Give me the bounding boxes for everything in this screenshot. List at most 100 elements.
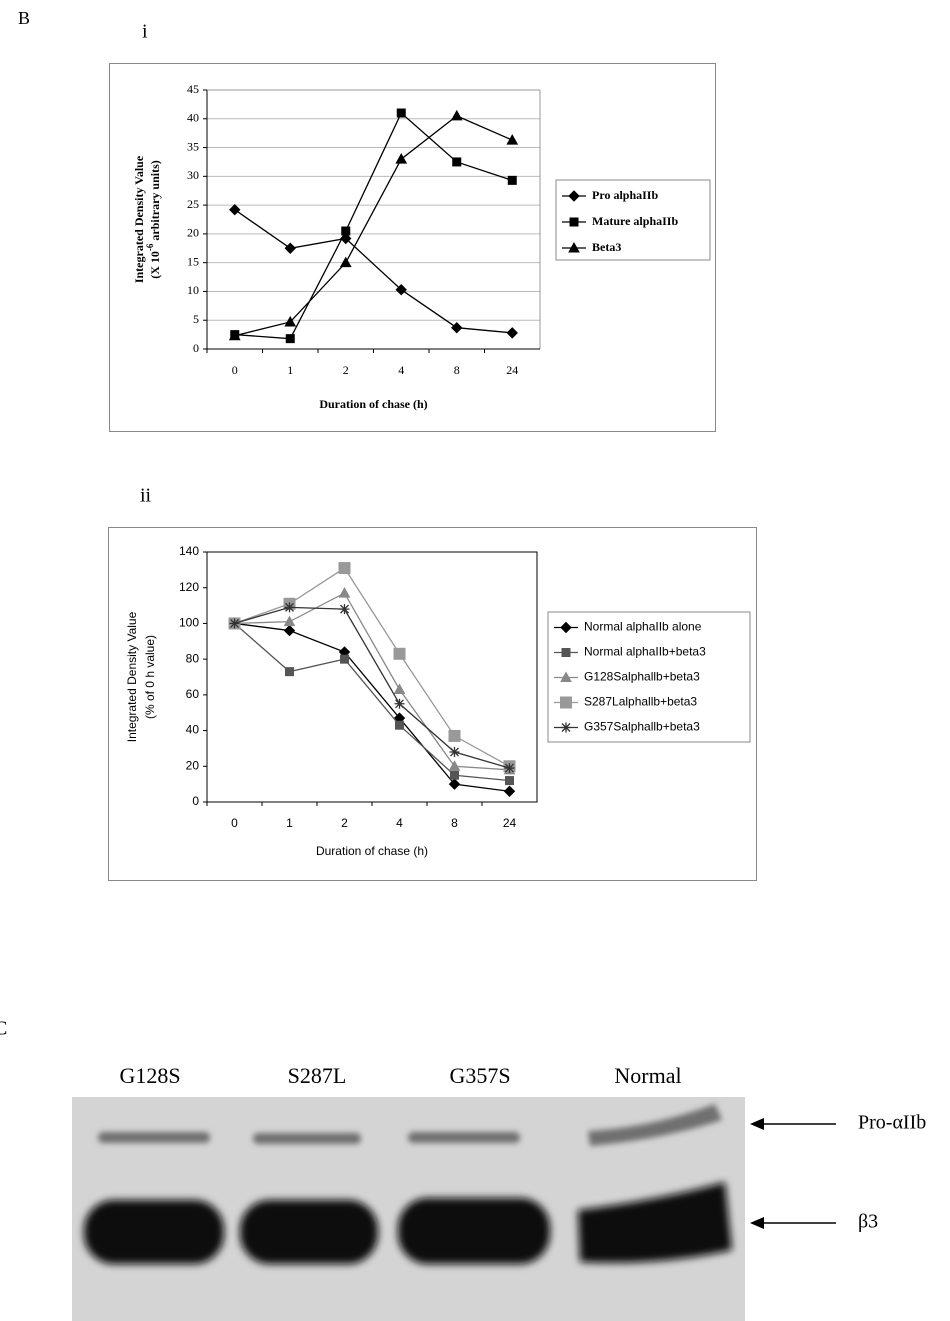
marker [506, 777, 514, 785]
series-line [235, 210, 513, 333]
lane-label: G357S [449, 1063, 510, 1088]
marker [342, 227, 350, 235]
y-axis-label-part: arbitrary units) [148, 160, 162, 243]
marker [285, 626, 295, 636]
marker [508, 176, 516, 184]
y-tick-label: 5 [193, 312, 199, 326]
y-axis-label-part: (% of 0 h value) [143, 635, 157, 719]
legend-marker [561, 697, 572, 708]
marker [395, 685, 405, 694]
legend-label: Normal alphaIIb+beta3 [584, 645, 706, 659]
y-tick-label: 45 [187, 82, 199, 96]
legend-marker [570, 218, 578, 226]
panel-label: C [0, 1018, 7, 1040]
y-tick-label: 0 [192, 794, 199, 808]
y-tick-label: 20 [187, 226, 199, 240]
legend-label: G357Salphallb+beta3 [584, 720, 700, 734]
x-tick-label: 1 [286, 816, 293, 830]
arrow-head [750, 1118, 764, 1130]
legend-label: Normal alphaIIb alone [584, 620, 702, 634]
marker [395, 699, 405, 709]
figure: B i ii C 0510152025303540450124824Durati… [0, 0, 950, 1321]
x-tick-label: 24 [506, 363, 518, 377]
marker [230, 205, 240, 215]
marker [394, 648, 405, 659]
marker [286, 668, 294, 676]
marker [449, 730, 460, 741]
lane-label: S287L [288, 1063, 347, 1088]
x-axis-label: Duration of chase (h) [319, 397, 427, 411]
marker [507, 135, 517, 144]
y-tick-label: 40 [187, 111, 199, 125]
lane-label: G128S [119, 1063, 180, 1088]
x-tick-label: 0 [232, 363, 238, 377]
y-tick-label: 30 [187, 168, 199, 182]
x-tick-label: 8 [454, 363, 460, 377]
marker [396, 721, 404, 729]
marker [340, 604, 350, 614]
legend-marker [562, 649, 570, 657]
marker [452, 323, 462, 333]
band-label: β3 [858, 1211, 878, 1233]
marker [505, 763, 515, 773]
y-tick-label: 80 [186, 651, 200, 665]
marker [450, 761, 460, 770]
y-axis-label: Integrated Density Value [125, 611, 139, 742]
marker [507, 328, 517, 338]
y-tick-label: 15 [187, 254, 199, 268]
y-tick-label: 60 [186, 687, 200, 701]
legend-label: Pro alphaIIb [592, 188, 658, 202]
y-axis-label: (% of 0 h value) [143, 635, 157, 719]
y-tick-label: 0 [193, 341, 199, 355]
lane-label: Normal [614, 1063, 681, 1088]
marker [340, 588, 350, 597]
y-tick-label: 120 [179, 580, 199, 594]
x-tick-label: 2 [341, 816, 348, 830]
legend-marker [569, 191, 579, 201]
marker [451, 771, 459, 779]
x-tick-label: 0 [231, 816, 238, 830]
plot-frame [207, 552, 537, 802]
marker [285, 602, 295, 612]
y-axis-label-part: (X 10 [148, 251, 162, 279]
arrow-head [750, 1217, 764, 1229]
panel-label: B [18, 8, 30, 28]
y-tick-label: 25 [187, 197, 199, 211]
x-tick-label: 24 [503, 816, 517, 830]
x-tick-label: 4 [396, 816, 403, 830]
panel-label: i [142, 21, 148, 43]
marker [341, 655, 349, 663]
marker [286, 335, 294, 343]
marker [450, 747, 460, 757]
legend-marker [561, 723, 571, 733]
x-tick-label: 8 [451, 816, 458, 830]
series-line [235, 623, 510, 791]
gel-image: G128S S287L G357S Normal Pro-αIIb β3 [72, 1063, 926, 1321]
series-line [235, 568, 510, 766]
marker [453, 158, 461, 166]
x-tick-label: 1 [287, 363, 293, 377]
panel-label: ii [140, 485, 152, 507]
series-line [235, 623, 510, 780]
marker [230, 618, 240, 628]
y-tick-label: 20 [186, 758, 200, 772]
legend-label: Mature alphaIIb [592, 214, 678, 228]
y-tick-label: 10 [187, 283, 199, 297]
series-line [235, 116, 513, 336]
x-tick-label: 4 [398, 363, 404, 377]
x-axis-label: Duration of chase (h) [316, 844, 428, 858]
y-tick-label: 140 [179, 544, 199, 558]
marker [505, 786, 515, 796]
y-tick-label: 40 [186, 723, 200, 737]
legend-label: S287Lalphallb+beta3 [584, 695, 697, 709]
x-tick-label: 2 [343, 363, 349, 377]
y-axis-label: (X 10-6 arbitrary units) [145, 160, 162, 279]
marker [452, 111, 462, 120]
y-axis-label: Integrated Density Value [132, 155, 146, 283]
marker [339, 563, 350, 574]
legend-label: Beta3 [592, 240, 621, 254]
marker [285, 243, 295, 253]
marker [396, 154, 406, 163]
